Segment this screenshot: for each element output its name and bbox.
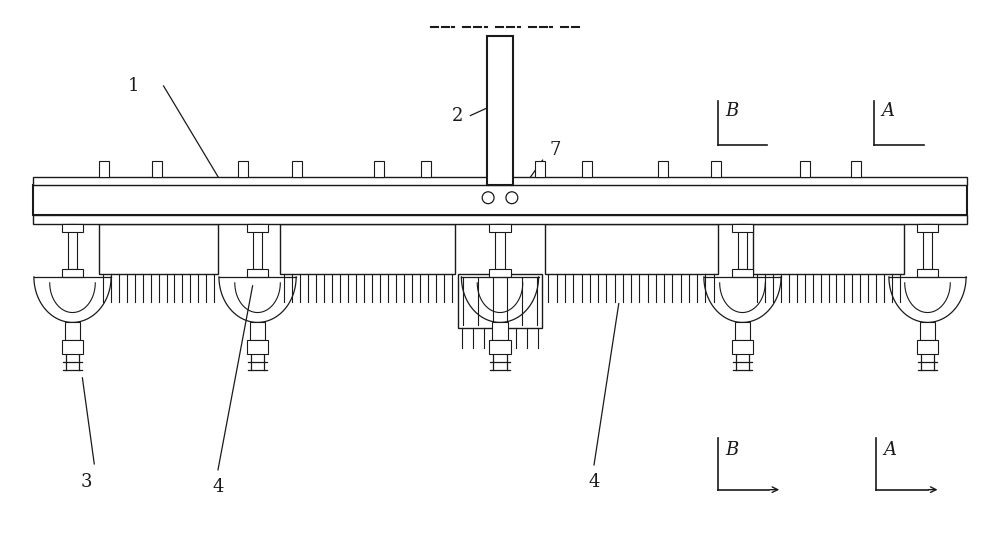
Circle shape: [506, 192, 518, 203]
Bar: [582, 161, 592, 177]
Text: 2: 2: [452, 107, 463, 124]
Text: 3: 3: [81, 473, 92, 491]
Bar: [753, 224, 904, 274]
Bar: [535, 161, 545, 177]
Text: B: B: [725, 441, 738, 459]
Bar: [292, 161, 302, 177]
Bar: [99, 224, 218, 274]
Text: A: A: [883, 441, 896, 459]
Bar: [545, 224, 718, 274]
Bar: [732, 269, 753, 277]
Text: 4: 4: [588, 473, 600, 491]
Bar: [489, 340, 511, 354]
Bar: [711, 161, 721, 177]
Bar: [735, 323, 750, 340]
Bar: [489, 269, 511, 277]
Bar: [458, 274, 542, 328]
Bar: [495, 224, 505, 269]
Bar: [732, 224, 753, 232]
Bar: [68, 224, 77, 269]
Text: A: A: [881, 101, 894, 120]
Bar: [920, 323, 935, 340]
Text: 7: 7: [550, 141, 561, 159]
Bar: [152, 161, 162, 177]
Text: 4: 4: [212, 478, 224, 496]
Bar: [280, 224, 455, 274]
Bar: [62, 224, 83, 232]
Bar: [238, 161, 248, 177]
Bar: [851, 161, 861, 177]
Bar: [421, 161, 431, 177]
Bar: [253, 224, 262, 269]
Bar: [492, 323, 508, 340]
Bar: [62, 269, 83, 277]
Bar: [33, 215, 967, 224]
Bar: [658, 161, 668, 177]
Bar: [800, 161, 810, 177]
Bar: [250, 323, 265, 340]
Bar: [247, 224, 268, 232]
Bar: [738, 224, 747, 269]
Bar: [732, 340, 753, 354]
Circle shape: [482, 192, 494, 203]
Bar: [65, 323, 80, 340]
Bar: [489, 224, 511, 232]
Bar: [917, 340, 938, 354]
Bar: [923, 224, 932, 269]
Bar: [917, 224, 938, 232]
Bar: [374, 161, 384, 177]
Bar: [487, 36, 513, 185]
Bar: [247, 340, 268, 354]
Bar: [917, 269, 938, 277]
Bar: [33, 185, 967, 215]
Bar: [247, 269, 268, 277]
Text: 1: 1: [128, 77, 140, 95]
Text: B: B: [725, 101, 738, 120]
Bar: [33, 177, 967, 185]
Bar: [99, 161, 109, 177]
Bar: [62, 340, 83, 354]
